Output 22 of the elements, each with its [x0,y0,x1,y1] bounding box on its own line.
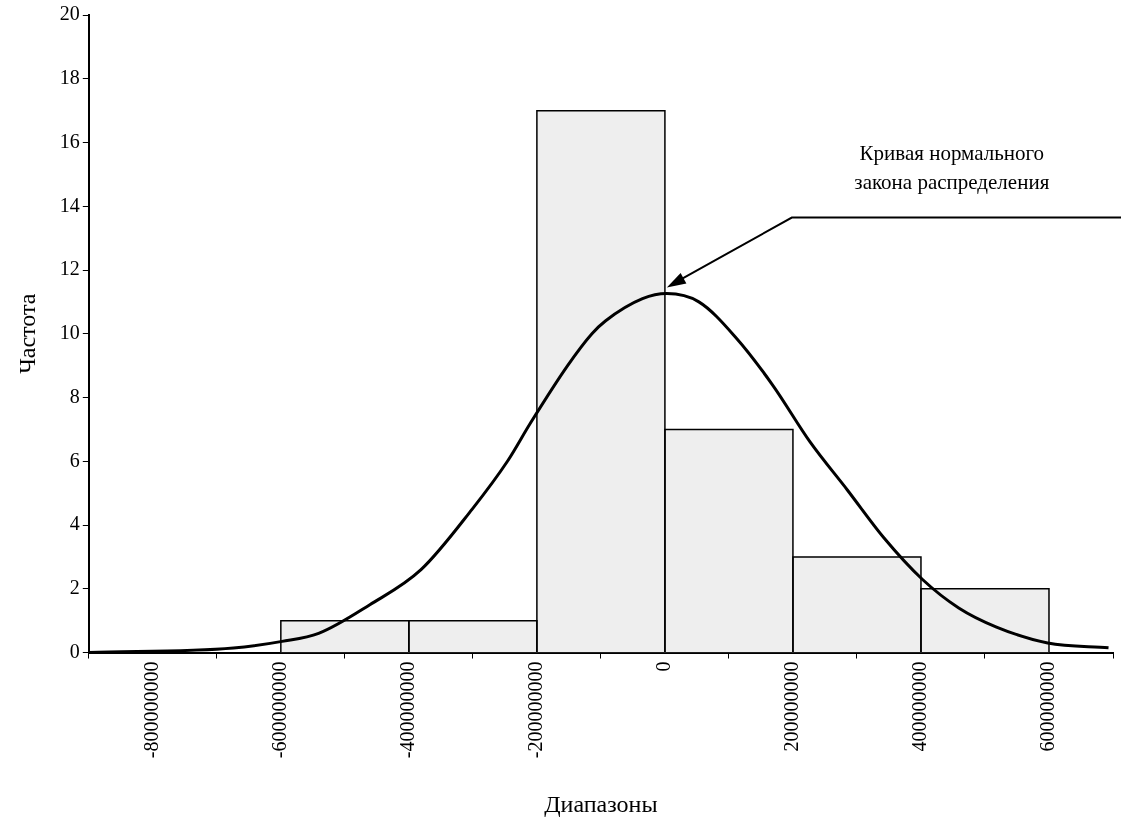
x-tick-label: 400000000 [908,661,931,752]
x-tick-label: -800000000 [140,661,163,759]
x-tick-label: 600000000 [1036,661,1059,752]
x-axis-title: Диапазоны [544,790,658,817]
y-tick-label: 6 [69,448,80,471]
y-tick-label: 14 [59,193,80,216]
y-tick-label: 16 [59,129,80,152]
y-tick-label: 4 [69,512,80,535]
x-tick-label: -400000000 [396,661,419,759]
y-tick-label: 18 [59,66,80,88]
x-tick-label: 0 [652,661,675,672]
y-tick-label: 8 [69,384,80,407]
y-tick-label: 10 [59,321,80,344]
x-tick-label: -200000000 [524,661,547,759]
x-tick-label: 200000000 [780,661,803,752]
y-axis-title: Частота [13,293,40,374]
y-tick-label: 12 [59,257,80,280]
y-tick-label: 2 [69,576,80,599]
annotation: Кривая нормального закона распределения [854,140,1050,194]
x-tick-label: -600000000 [268,661,291,759]
y-tick-label: 0 [69,639,80,662]
y-tick-label: 20 [59,2,80,25]
